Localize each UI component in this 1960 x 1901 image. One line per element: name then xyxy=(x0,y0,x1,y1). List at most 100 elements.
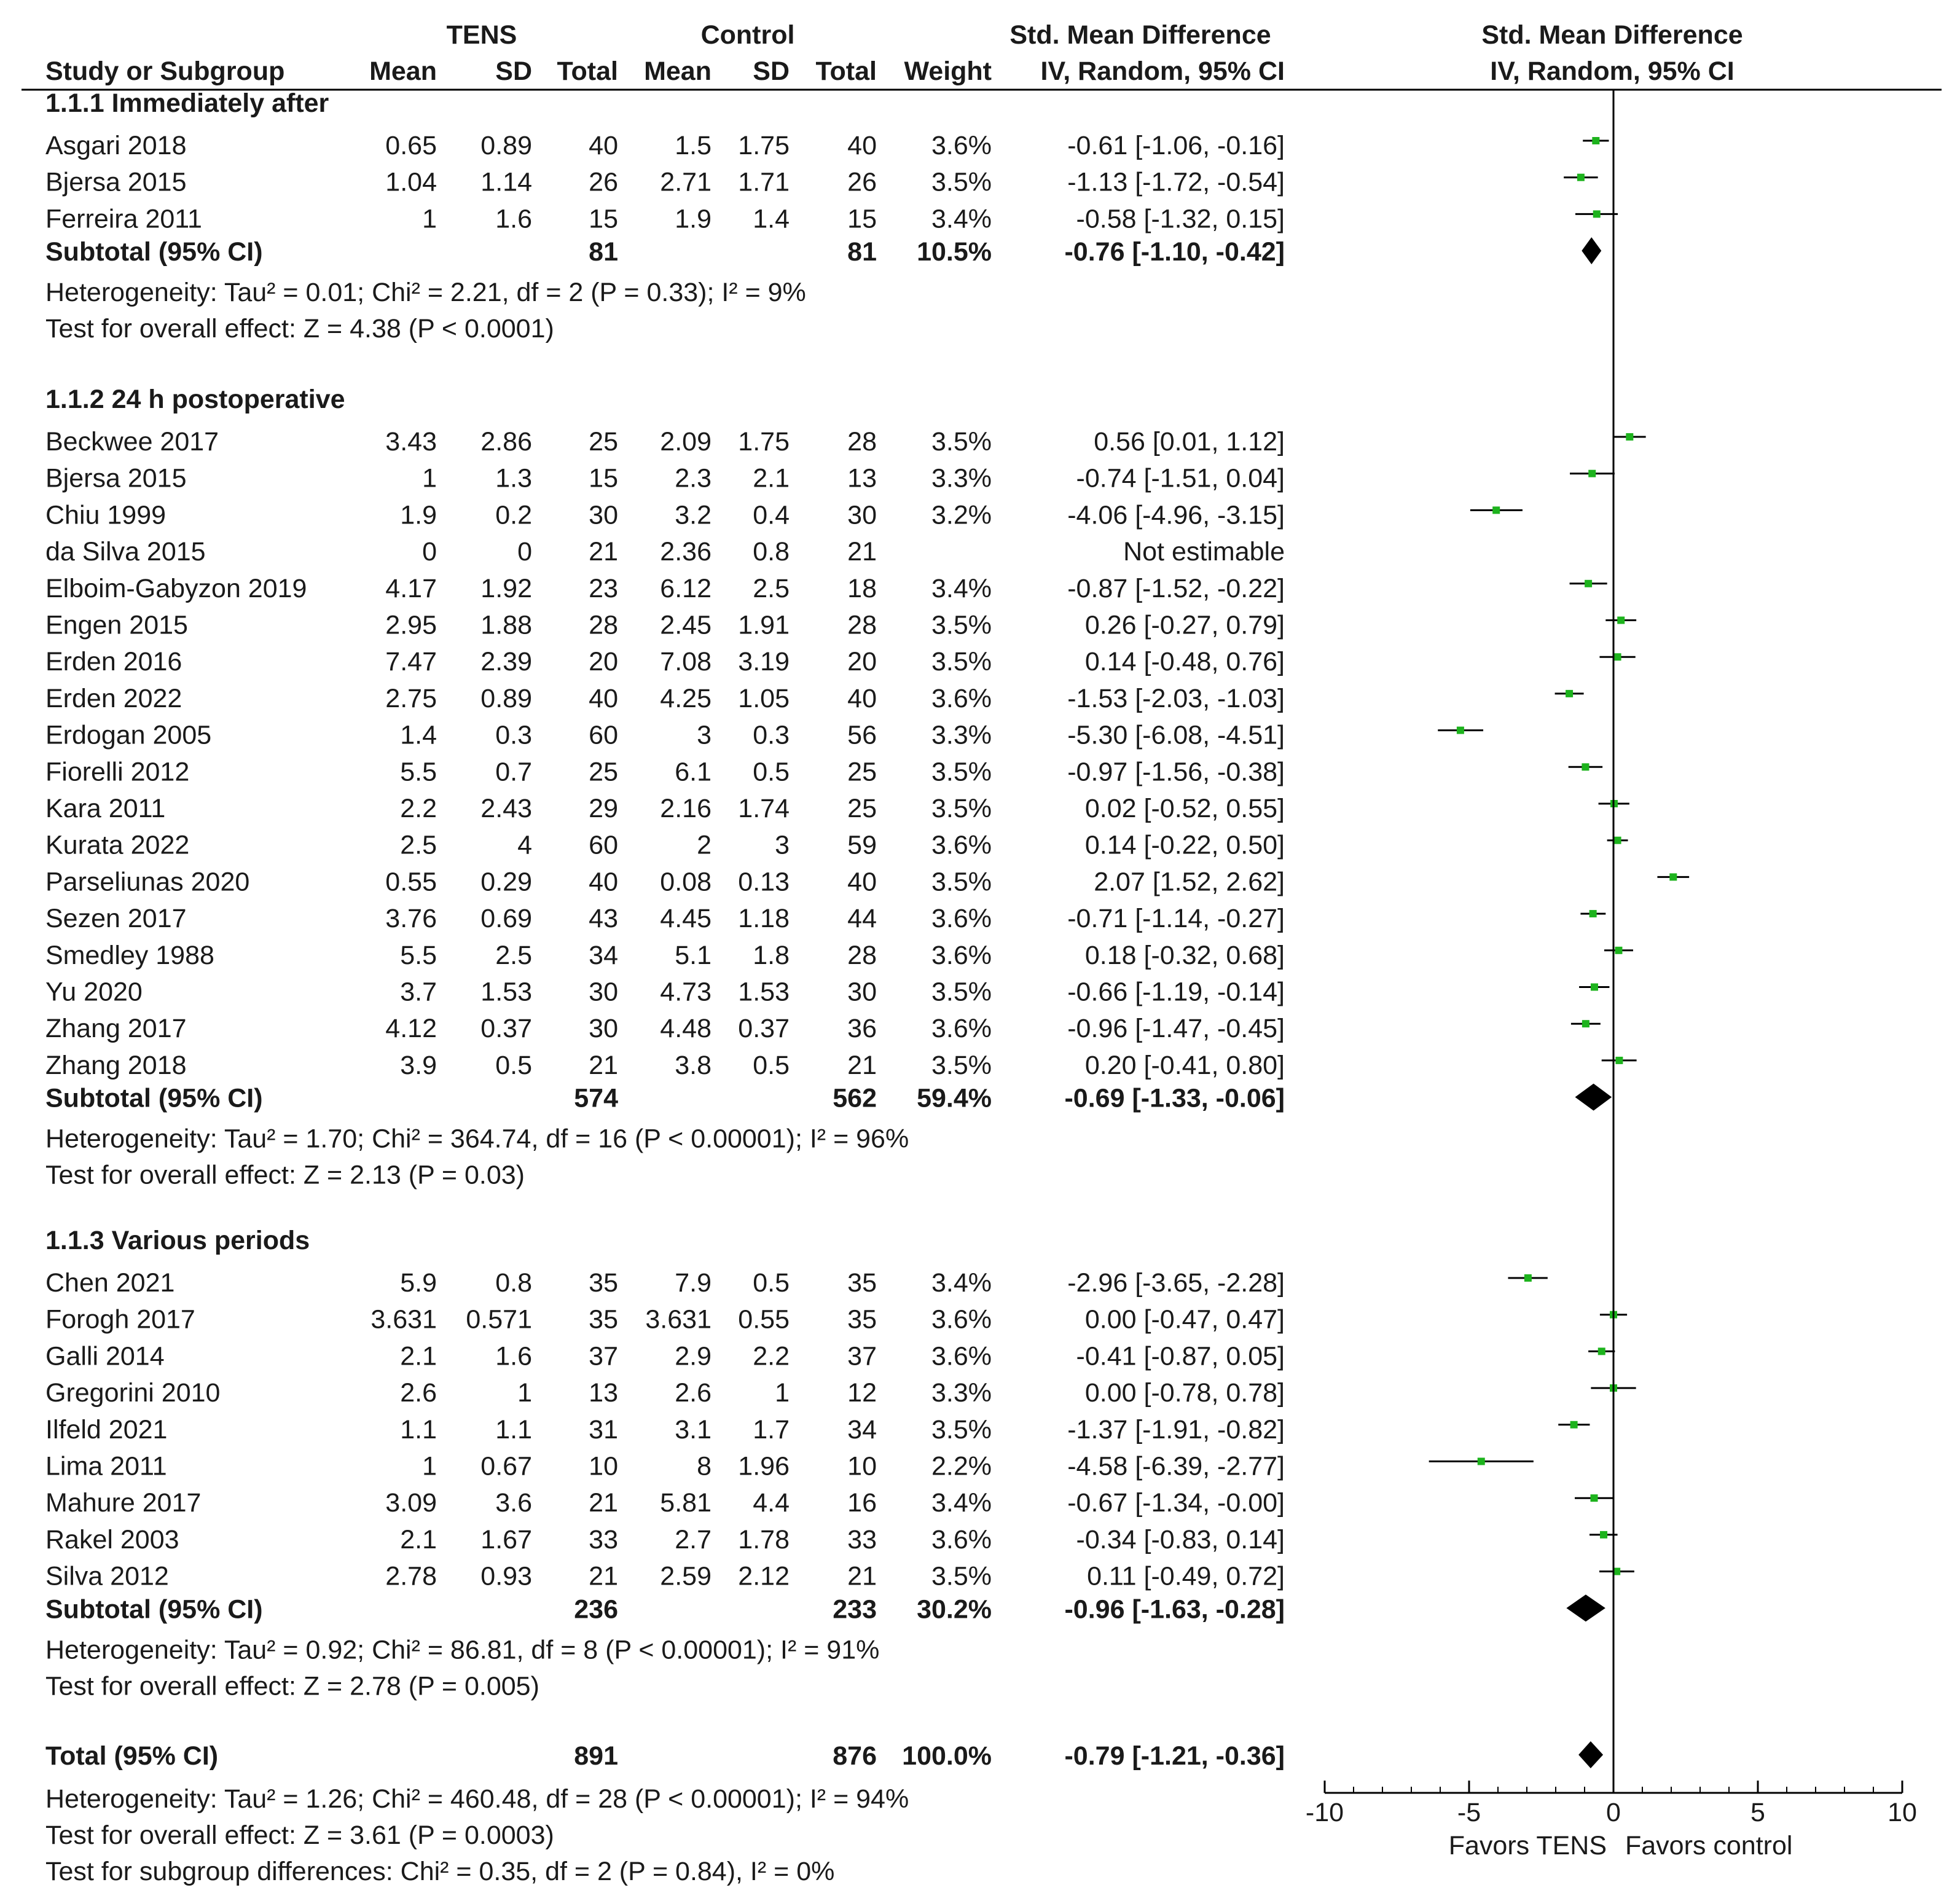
study-ci: -4.58 [-6.39, -2.77] xyxy=(1067,1452,1285,1481)
col-sd1: SD xyxy=(495,57,532,86)
total-heterogeneity-text: Heterogeneity: Tau² = 1.26; Chi² = 460.4… xyxy=(45,1784,909,1814)
tens-sd: 0.571 xyxy=(466,1305,532,1335)
overall-effect-text: Test for overall effect: Z = 2.78 (P = 0… xyxy=(45,1671,539,1701)
point-estimate xyxy=(1582,763,1590,771)
tens-total: 20 xyxy=(589,647,618,676)
control-sd: 1.71 xyxy=(738,168,790,197)
header-effect: Std. Mean Difference xyxy=(1009,20,1271,50)
study-weight: 3.6% xyxy=(931,1014,992,1043)
total-label: Total (95% CI) xyxy=(45,1741,218,1771)
study-name: Mahure 2017 xyxy=(45,1488,201,1518)
control-total: 10 xyxy=(847,1452,877,1481)
tens-sd: 0.69 xyxy=(480,904,532,933)
control-sd: 1.96 xyxy=(738,1452,790,1481)
study-ci: -0.58 [-1.32, 0.15] xyxy=(1076,204,1285,233)
tens-mean: 1.9 xyxy=(400,500,437,530)
total-weight: 100.0% xyxy=(902,1741,992,1771)
favors-right-label: Favors control xyxy=(1625,1831,1792,1860)
x-tick-label: -5 xyxy=(1457,1798,1481,1827)
study-weight: 3.6% xyxy=(931,1305,992,1335)
study-weight: 3.5% xyxy=(931,1051,992,1080)
control-total: 21 xyxy=(847,1562,877,1591)
study-ci: -0.96 [-1.47, -0.45] xyxy=(1067,1014,1285,1043)
point-estimate xyxy=(1477,1457,1485,1465)
control-total: 28 xyxy=(847,941,877,970)
tens-total: 15 xyxy=(589,464,618,493)
header-plot: Std. Mean Difference xyxy=(1481,20,1742,50)
tens-total: 15 xyxy=(589,204,618,233)
control-mean: 2.45 xyxy=(660,611,711,640)
col-study: Study or Subgroup xyxy=(45,57,284,86)
control-sd: 1.05 xyxy=(738,684,790,713)
subtotal-label: Subtotal (95% CI) xyxy=(45,1594,263,1624)
study-weight: 3.5% xyxy=(931,647,992,676)
control-total: 30 xyxy=(847,500,877,530)
control-mean: 3.1 xyxy=(675,1415,711,1444)
tens-mean: 2.95 xyxy=(385,611,437,640)
tens-total: 30 xyxy=(589,1014,618,1043)
control-sd: 1.7 xyxy=(753,1415,790,1444)
study-ci: -0.67 [-1.34, -0.00] xyxy=(1067,1488,1285,1518)
control-sd: 0.5 xyxy=(753,1268,790,1298)
tens-sd: 1 xyxy=(517,1378,532,1408)
study-ci: -4.06 [-4.96, -3.15] xyxy=(1067,500,1285,530)
control-sd: 0.13 xyxy=(738,867,790,896)
subtotal-tens-total: 236 xyxy=(574,1594,618,1624)
control-total: 18 xyxy=(847,574,877,603)
control-total: 12 xyxy=(847,1378,877,1408)
total-overall-effect-text: Test for overall effect: Z = 3.61 (P = 0… xyxy=(45,1821,554,1850)
tens-total: 13 xyxy=(589,1378,618,1408)
study-ci: 0.18 [-0.32, 0.68] xyxy=(1085,941,1285,970)
tens-mean: 1.04 xyxy=(385,168,437,197)
study-name: Chen 2021 xyxy=(45,1268,174,1298)
study-name: Engen 2015 xyxy=(45,611,188,640)
study-ci: 0.00 [-0.78, 0.78] xyxy=(1085,1378,1285,1408)
control-total: 33 xyxy=(847,1525,877,1554)
tens-total: 21 xyxy=(589,1051,618,1080)
subtotal-weight: 30.2% xyxy=(917,1594,992,1624)
tens-total: 40 xyxy=(589,131,618,160)
control-sd: 1.78 xyxy=(738,1525,790,1554)
control-mean: 2.6 xyxy=(675,1378,711,1408)
control-mean: 3.8 xyxy=(675,1051,711,1080)
tens-total: 60 xyxy=(589,831,618,860)
subtotal-label: Subtotal (95% CI) xyxy=(45,237,263,267)
control-total: 25 xyxy=(847,757,877,786)
study-ci: -5.30 [-6.08, -4.51] xyxy=(1067,721,1285,750)
study-ci: -0.74 [-1.51, 0.04] xyxy=(1076,464,1285,493)
point-estimate xyxy=(1492,506,1500,514)
study-ci: -0.41 [-0.87, 0.05] xyxy=(1076,1341,1285,1371)
study-weight: 3.2% xyxy=(931,500,992,530)
point-estimate xyxy=(1588,469,1596,477)
study-ci: -1.53 [-2.03, -1.03] xyxy=(1067,684,1285,713)
tens-sd: 2.39 xyxy=(480,647,532,676)
point-estimate xyxy=(1600,1531,1608,1538)
tens-total: 34 xyxy=(589,941,618,970)
study-weight: 3.3% xyxy=(931,721,992,750)
tens-sd: 2.43 xyxy=(480,794,532,823)
control-sd: 1.8 xyxy=(753,941,790,970)
control-mean: 2.59 xyxy=(660,1562,711,1591)
tens-total: 31 xyxy=(589,1415,618,1444)
pooled-diamond xyxy=(1566,1594,1605,1622)
subtotal-ci: -0.76 [-1.10, -0.42] xyxy=(1064,237,1285,267)
control-sd: 0.5 xyxy=(753,1051,790,1080)
tens-sd: 2.86 xyxy=(480,427,532,457)
study-ci: 0.20 [-0.41, 0.80] xyxy=(1085,1051,1285,1080)
control-total: 35 xyxy=(847,1305,877,1335)
point-estimate xyxy=(1593,210,1601,218)
tens-sd: 0.5 xyxy=(495,1051,532,1080)
tens-mean: 2.75 xyxy=(385,684,437,713)
study-name: Rakel 2003 xyxy=(45,1525,179,1554)
study-name: Beckwee 2017 xyxy=(45,427,219,457)
point-estimate xyxy=(1577,173,1585,181)
col-sd2: SD xyxy=(753,57,790,86)
study-weight: 3.5% xyxy=(931,1562,992,1591)
control-sd: 1.75 xyxy=(738,131,790,160)
study-name: Kara 2011 xyxy=(45,794,165,823)
tens-total: 26 xyxy=(589,168,618,197)
col-mean1: Mean xyxy=(369,57,437,86)
study-name: Erden 2022 xyxy=(45,684,182,713)
control-mean: 7.9 xyxy=(675,1268,711,1298)
point-estimate xyxy=(1613,653,1621,661)
